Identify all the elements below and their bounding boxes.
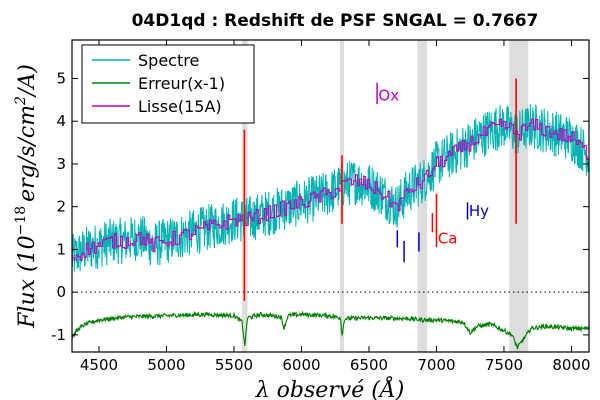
x-tick-label-5500: 5500 <box>215 356 253 374</box>
chart-title: 04D1qd : Redshift de PSF SNGAL = 0.7667 <box>132 11 539 31</box>
y-tick-label-5: 5 <box>56 69 66 87</box>
legend-label-0: Spectre <box>138 51 199 70</box>
x-tick-label-7500: 7500 <box>485 356 523 374</box>
y-axis-ticks: -1 0 1 2 3 4 5 <box>51 69 589 344</box>
y-tick-label-0: 0 <box>56 283 66 301</box>
x-tick-label-7000: 7000 <box>417 356 455 374</box>
y-label-unit: erg/s/cm <box>15 105 40 202</box>
y-tick-label-2: 2 <box>56 198 66 216</box>
annotations: Ox Ca Hy <box>376 82 489 248</box>
y-tick-label-3: 3 <box>56 155 66 173</box>
y-label-suffix: /A) <box>15 64 40 98</box>
annotation-ca: Ca <box>438 230 458 248</box>
shaded-band-3 <box>509 40 529 352</box>
y-label-prefix: Flux (10 <box>15 235 40 328</box>
series-lisse-15a- <box>72 118 589 261</box>
series-spectre <box>72 103 589 272</box>
x-tick-label-8000: 8000 <box>552 356 590 374</box>
annotation-ox: Ox <box>378 87 399 105</box>
y-label-exponent: −18 <box>13 206 29 236</box>
y-tick-label-4: 4 <box>56 112 66 130</box>
legend-label-2: Lisse(15A) <box>138 97 222 116</box>
legend: Spectre Erreur(x-1) Lisse(15A) <box>81 44 255 124</box>
legend-label-1: Erreur(x-1) <box>138 74 225 93</box>
x-tick-label-5000: 5000 <box>147 356 185 374</box>
x-axis-ticks: 4500 5000 5500 6000 6500 7000 7500 8000 <box>80 40 591 374</box>
y-tick-label-1: 1 <box>56 240 66 258</box>
x-tick-label-6500: 6500 <box>350 356 388 374</box>
line-markers <box>396 213 434 263</box>
series-erreur-x-1- <box>72 310 589 350</box>
x-tick-label-4500: 4500 <box>80 356 118 374</box>
x-tick-label-6000: 6000 <box>282 356 320 374</box>
y-label-unit-exp: 2 <box>13 96 29 106</box>
legend-box <box>81 44 255 124</box>
plot-frame <box>71 39 590 353</box>
x-axis-label: λ observé (Å) <box>255 375 405 400</box>
series-layer <box>72 78 589 350</box>
y-tick-label--1: -1 <box>51 326 66 344</box>
annotation-hy: Hy <box>469 202 489 220</box>
y-axis-label: Flux (10−18 erg/s/cm2/A) <box>13 64 40 329</box>
